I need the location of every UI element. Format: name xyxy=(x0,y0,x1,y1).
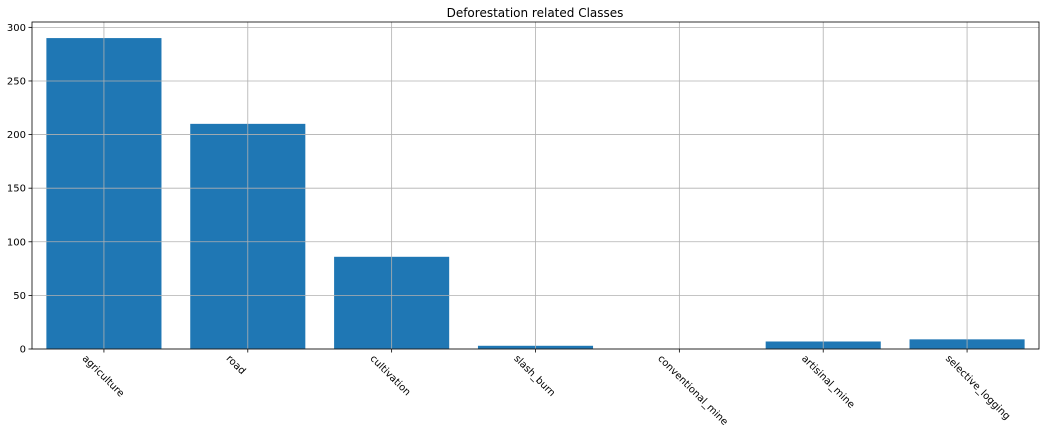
y-tick-label: 200 xyxy=(7,130,26,141)
x-tick-label-artisinal_mine: artisinal_mine xyxy=(799,353,856,410)
y-tick-label: 250 xyxy=(7,76,26,87)
y-tick-label: 0 xyxy=(20,345,26,356)
chart-title: Deforestation related Classes xyxy=(447,6,624,20)
x-tick-label-conventional_mine: conventional_mine xyxy=(655,353,730,428)
y-tick-label: 150 xyxy=(7,184,26,195)
x-tick-label-agriculture: agriculture xyxy=(80,353,126,399)
y-tick-label: 300 xyxy=(7,23,26,34)
x-tick-label-slash_burn: slash_burn xyxy=(511,353,557,399)
y-axis: 0 50 100 150 200 250 300 xyxy=(7,23,32,356)
y-tick-label: 50 xyxy=(13,291,26,302)
x-gridlines xyxy=(103,22,968,349)
plot-area-frame xyxy=(31,21,1040,350)
x-tick-label-selective_logging: selective_logging xyxy=(943,353,1012,422)
y-tick-label: 100 xyxy=(7,237,26,248)
x-tick-label-cultivation: cultivation xyxy=(368,353,413,398)
x-tick-label-road: road xyxy=(224,353,248,377)
x-axis: agriculture road cultivation slash_burn conv… xyxy=(80,349,1012,428)
